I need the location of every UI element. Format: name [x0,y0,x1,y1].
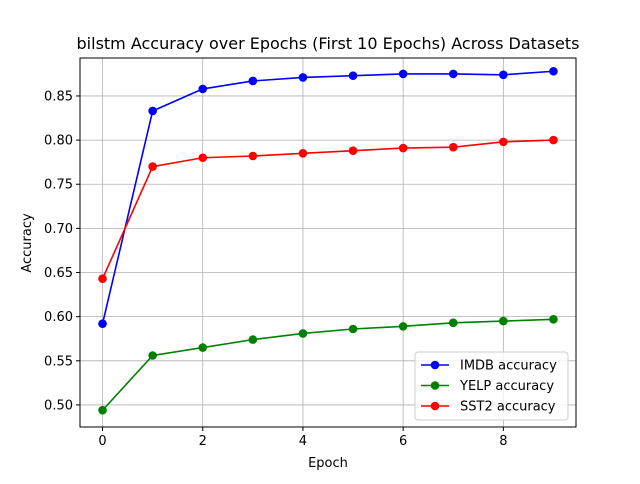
legend-swatch-marker [430,381,440,390]
data-point [348,324,358,334]
y-tick-label: 0.70 [44,222,73,237]
data-point [348,146,358,155]
data-point [248,76,258,86]
data-point [298,73,308,82]
legend: IMDB accuracy YELP accuracy SST2 accuracy [414,351,569,421]
data-point [98,274,107,283]
grid-lines [80,58,576,427]
data-point [398,322,408,331]
series-line [101,139,554,280]
data-point [148,106,157,116]
data-point [448,142,458,152]
y-tick-label: 0.80 [44,134,73,149]
data-point [198,343,208,352]
data-point [248,151,258,161]
legend-label: IMDB accuracy [460,359,557,374]
data-point [198,84,208,94]
data-point [499,137,508,147]
data-point [549,315,558,324]
y-tick-label: 0.75 [44,178,73,193]
data-point [499,70,508,80]
data-point [398,143,408,153]
legend-label: YELP accuracy [459,379,554,394]
chart-title: bilstm Accuracy over Epochs (First 10 Ep… [77,34,580,53]
y-tick-label: 0.55 [44,354,73,369]
series-line [101,70,554,324]
legend-swatch-marker [430,401,440,411]
series-line [101,318,554,411]
series-layer [98,66,558,415]
legend-swatch-marker [430,360,440,370]
x-axis-label: Epoch [308,456,348,471]
data-point [198,153,208,163]
x-tick-label: 6 [399,434,407,449]
legend-label: SST2 accuracy [460,400,556,415]
data-point [549,135,558,145]
data-point [298,149,308,158]
data-point [398,69,408,79]
axis-ticks: 0 2 4 6 8 0.50 0.55 0.60 0.65 0.70 0.75 0.80 0.85 [44,89,507,449]
data-point [549,66,558,76]
data-point [448,318,458,328]
x-tick-label: 8 [499,434,507,449]
data-point [298,329,308,338]
y-tick-label: 0.85 [44,89,73,104]
data-point [148,351,157,360]
legend-box [414,351,569,421]
data-point [348,71,358,80]
y-tick-label: 0.50 [44,398,73,413]
y-axis-label: Accuracy [20,213,35,273]
data-point [148,162,157,171]
x-tick-label: 4 [299,434,307,449]
data-point [98,405,107,415]
data-point [448,69,458,79]
data-point [499,316,508,326]
data-point [98,319,107,329]
x-tick-label: 2 [199,434,207,449]
y-tick-label: 0.65 [44,266,73,281]
x-tick-label: 0 [98,434,106,449]
plot-area-frame [79,57,577,428]
y-tick-label: 0.60 [44,310,73,325]
data-point [248,335,258,344]
